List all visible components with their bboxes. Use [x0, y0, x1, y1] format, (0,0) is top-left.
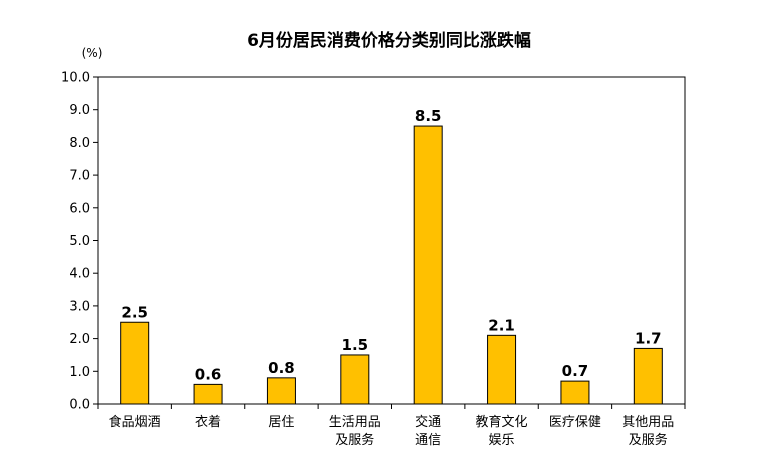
y-tick-label: 10.0	[61, 71, 90, 86]
y-tick-label: 1.0	[69, 365, 90, 380]
category-label: 医疗保健	[549, 415, 601, 430]
bar	[487, 334, 517, 405]
bar	[413, 125, 443, 405]
y-tick-label: 3.0	[69, 299, 90, 314]
y-tick-label: 2.0	[69, 332, 90, 347]
y-tick-label: 4.0	[69, 267, 90, 282]
y-axis-unit-label: (%)	[82, 46, 103, 60]
y-tick-label: 0.0	[69, 398, 90, 413]
chart-title: 6月份居民消费价格分类别同比涨跌幅	[247, 30, 531, 51]
data-label: 2.1	[488, 316, 515, 334]
bar	[120, 321, 150, 405]
category-label: 生活用品	[329, 415, 381, 430]
data-labels: 2.5 0.6 0.8 1.5 8.5 2.1 0.7 1.7	[121, 107, 661, 383]
plot-frame	[97, 76, 686, 405]
data-label: 0.6	[195, 365, 222, 383]
bar	[266, 377, 296, 405]
y-tick-label: 8.0	[69, 136, 90, 151]
y-tick-label: 7.0	[69, 169, 90, 184]
bars	[120, 125, 663, 405]
category-label: 教育文化	[476, 414, 528, 430]
data-label: 1.7	[635, 329, 662, 347]
data-label: 1.5	[342, 336, 369, 354]
category-label: 娱乐	[489, 433, 515, 448]
category-label: 食品烟酒	[109, 414, 161, 430]
bar	[340, 354, 370, 405]
data-label: 0.8	[268, 359, 295, 377]
data-label: 8.5	[415, 107, 442, 125]
data-label: 0.7	[562, 362, 589, 380]
category-label: 居住	[268, 415, 294, 430]
bar	[633, 347, 663, 405]
data-label: 2.5	[121, 303, 148, 321]
category-label: 通信	[415, 433, 441, 448]
category-label: 衣着	[195, 414, 221, 430]
category-label: 及服务	[629, 432, 668, 448]
y-tick-label: 6.0	[69, 201, 90, 216]
category-label: 交通	[415, 414, 441, 430]
bar	[560, 380, 590, 405]
bar	[193, 383, 223, 405]
category-label: 其他用品	[622, 415, 674, 430]
category-label: 及服务	[335, 432, 374, 448]
y-tick-label: 5.0	[69, 234, 90, 249]
y-axis: 0.0 1.0 2.0 3.0 4.0 5.0 6.0 7.0 8.0 9.0 10.0	[61, 71, 98, 413]
y-tick-label: 9.0	[69, 103, 90, 118]
